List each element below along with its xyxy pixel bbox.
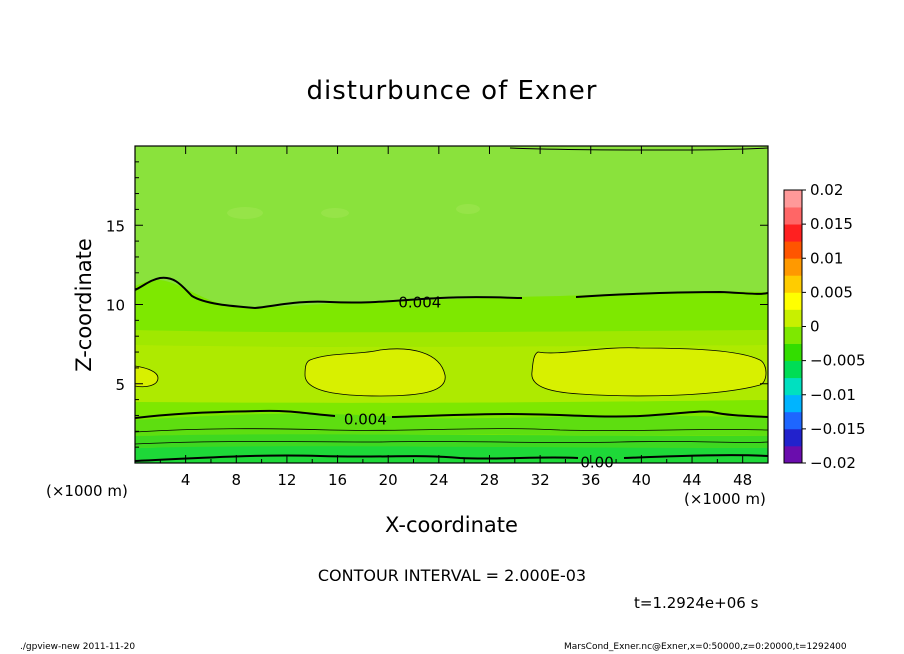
x-tick-label: 48 [733, 471, 752, 489]
colorbar-segment [784, 343, 802, 362]
colorbar-label: 0.015 [810, 215, 853, 233]
x-tick-label: 28 [480, 471, 499, 489]
x-tick-label: 12 [277, 471, 296, 489]
x-tick-label: 16 [328, 471, 347, 489]
x-tick-label: 44 [682, 471, 701, 489]
yellow-blob-right [531, 347, 767, 397]
light-patch-3 [456, 204, 480, 214]
colorbar-segment [784, 207, 802, 225]
colorbar-segment [784, 275, 802, 293]
footer-left: ./gpview-new 2011-11-20 [20, 642, 136, 652]
colorbar-segment [784, 360, 802, 379]
y-tick-label: 10 [106, 297, 125, 315]
plot-area [135, 146, 768, 463]
x-axis-label: X-coordinate [385, 513, 518, 537]
colorbar-segment [784, 292, 802, 310]
colorbar-segment [784, 377, 802, 396]
colorbar-segment [784, 394, 802, 413]
colorbar-label: 0.02 [810, 181, 843, 199]
colorbar-label: 0 [810, 318, 820, 336]
colorbar-label: −0.015 [810, 420, 866, 438]
x-unit-label-left: (×1000 m) [46, 482, 128, 500]
colorbar-segment [784, 241, 802, 259]
contour-interval-label: CONTOUR INTERVAL = 2.000E-03 [317, 566, 587, 585]
y-axis-label: Z-coordinate [72, 238, 96, 372]
colorbar-label: 0.01 [810, 249, 843, 267]
colorbar-segment [784, 224, 802, 242]
light-patch-2 [321, 208, 349, 218]
colorbar-label: 0.005 [810, 283, 853, 301]
yellow-blob-left [304, 348, 446, 397]
x-tick-label: 24 [429, 471, 448, 489]
x-tick-label: 32 [531, 471, 550, 489]
y-tick-label: 5 [115, 376, 125, 394]
x-tick-label: 4 [181, 471, 191, 489]
colorbar-segment [784, 258, 802, 276]
yellow-blob-edge [135, 365, 159, 388]
mid-band-upper [135, 330, 768, 348]
contour-0-004-upper [135, 276, 768, 310]
contour-0-00 [135, 454, 768, 462]
contour-label: 0.004 [398, 293, 441, 311]
contour-thin-2 [135, 441, 768, 445]
x-tick-label: 40 [632, 471, 651, 489]
chart-title: disturbunce of Exner [306, 76, 598, 106]
colorbar-label: −0.005 [810, 352, 866, 370]
x-tick-label: 36 [581, 471, 600, 489]
colorbar-segment [784, 445, 802, 464]
footer-right: MarsCond_Exner.nc@Exner,x=0:50000,z=0:20… [564, 642, 847, 652]
colorbar-segment [784, 309, 802, 327]
upper-band [135, 146, 768, 308]
x-unit-label-right: (×1000 m) [684, 490, 766, 508]
contour-thin-1 [135, 428, 768, 433]
x-tick-label: 20 [379, 471, 398, 489]
lower-band-4 [135, 446, 768, 463]
contour-top [509, 147, 768, 151]
y-tick-label: 15 [106, 217, 125, 235]
contour-label: 0.004 [344, 411, 387, 429]
colorbar-segment [784, 411, 802, 430]
colorbar-label: −0.02 [810, 454, 856, 472]
x-tick-label: 8 [232, 471, 242, 489]
time-label: t=1.2924e+06 s [634, 594, 759, 612]
colorbar-label: −0.01 [810, 386, 856, 404]
light-patch-1 [227, 207, 263, 219]
colorbar-segment [784, 326, 802, 344]
contour-0-004-lower [135, 409, 768, 419]
colorbar-segment [784, 428, 802, 447]
colorbar-segment [784, 190, 802, 208]
